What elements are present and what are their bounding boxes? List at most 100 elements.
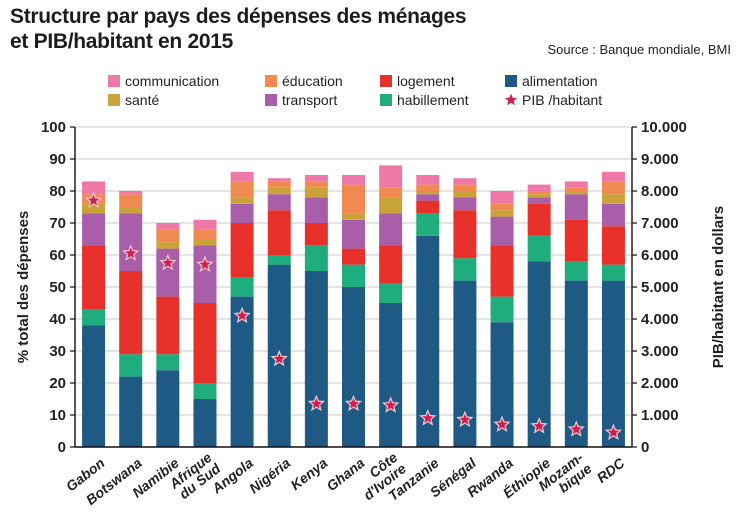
legend-swatch [108,94,120,106]
bar-segment-éducation [193,229,216,239]
bar-segment-alimentation [119,377,142,447]
left-tick-label: 30 [49,343,66,360]
bar-segment-alimentation [156,370,179,447]
bar-segment-habillement [528,236,551,262]
bar-segment-alimentation [193,399,216,447]
left-tick-label: 60 [49,247,66,264]
legend-label: PIB /habitant [522,92,602,108]
left-tick-label: 20 [49,375,66,392]
bar-stack [268,178,291,447]
bar-stack [82,181,105,447]
bar-segment-éducation [119,194,142,207]
bar-segment-transport [602,204,625,226]
left-tick-label: 0 [58,439,66,456]
right-tick-label: 8.000 [641,183,679,200]
chart-figure: Structure par pays des dépenses des ména… [0,0,747,518]
right-tick-label: 3.000 [641,343,679,360]
bar-segment-transport [82,213,105,245]
bar-segment-santé [305,188,328,198]
legend-label: communication [125,73,219,89]
legend-item: PIB /habitant [505,92,602,108]
stacked-bar-chart: communication éducation logement alimentati… [0,0,747,518]
bar-segment-logement [268,210,291,255]
bar-segment-communication [268,178,291,181]
bar-segment-santé [453,191,476,197]
legend-item: transport [265,92,337,108]
bar-segment-logement [528,204,551,236]
bar-segment-habillement [416,213,439,235]
bar-stack [528,185,551,447]
bar-segment-transport [565,194,588,220]
chart-legend: communication éducation logement alimentati… [108,73,602,108]
legend-label: habillement [397,92,469,108]
legend-item: logement [380,73,455,89]
category-label: Nigéria [246,455,293,497]
right-tick-label: 0 [641,439,649,456]
bar-segment-logement [453,210,476,258]
bar-segment-logement [156,297,179,355]
bar-segment-alimentation [379,303,402,447]
bar-segment-transport [342,220,365,249]
bar-segment-santé [193,239,216,245]
legend-item: habillement [380,92,469,108]
bar-segment-éducation [268,181,291,187]
bar-segment-habillement [305,245,328,271]
right-tick-label: 7.000 [641,215,679,232]
bar-segment-communication [491,191,514,204]
bar-stack [119,191,142,447]
category-labels: GabonBotswanaNamibieAfriquedu SudAngolaN… [63,449,628,508]
bar-segment-habillement [342,265,365,287]
bar-segment-santé [491,210,514,216]
bar-segment-habillement [453,258,476,280]
legend-swatch [265,94,277,106]
bar-segment-communication [565,181,588,187]
bar-segment-habillement [268,255,291,265]
bar-segment-habillement [231,277,254,296]
bar-segment-transport [416,194,439,200]
bar-segment-logement [193,303,216,383]
bar-segment-santé [416,191,439,194]
category-label: Kenya [287,455,330,494]
legend-item: éducation [265,73,343,89]
bar-stack [416,175,439,447]
bar-segment-logement [82,245,105,309]
bar-segment-éducation [602,181,625,194]
bar-segment-santé [342,213,365,219]
category-label-line: RDC [594,454,628,486]
category-label-line: Ghana [323,455,367,495]
bar-segment-éducation [231,181,254,197]
bar-segment-habillement [602,265,625,281]
bar-segment-logement [119,271,142,354]
category-label-line: Nigéria [246,455,293,497]
bar-segment-santé [565,191,588,194]
bar-segment-transport [305,197,328,223]
bar-segment-éducation [379,188,402,198]
right-tick-label: 10.000 [641,119,687,136]
bar-segment-transport [119,213,142,271]
category-label: RDC [594,454,628,486]
bar-segment-alimentation [82,325,105,447]
right-tick-label: 5.000 [641,279,679,296]
left-tick-label: 10 [49,407,66,424]
right-tick-label: 9.000 [641,151,679,168]
bar-stack [193,220,216,447]
bar-segment-alimentation [342,287,365,447]
bar-segment-santé [82,204,105,214]
bar-stack [565,181,588,447]
bar-segment-logement [416,201,439,214]
bar-segment-santé [119,207,142,213]
left-tick-label: 40 [49,311,66,328]
bar-segment-santé [528,194,551,197]
bar-stack [602,172,625,447]
bar-segment-habillement [379,284,402,303]
bar-segment-communication [602,172,625,182]
bar-segment-alimentation [602,281,625,447]
bar-segment-logement [305,223,328,245]
bar-segment-transport [231,204,254,223]
bar-segment-communication [416,175,439,185]
right-tick-label: 4.000 [641,311,679,328]
bar-segment-éducation [565,188,588,191]
legend-swatch [265,75,277,87]
legend-swatch [108,75,120,87]
